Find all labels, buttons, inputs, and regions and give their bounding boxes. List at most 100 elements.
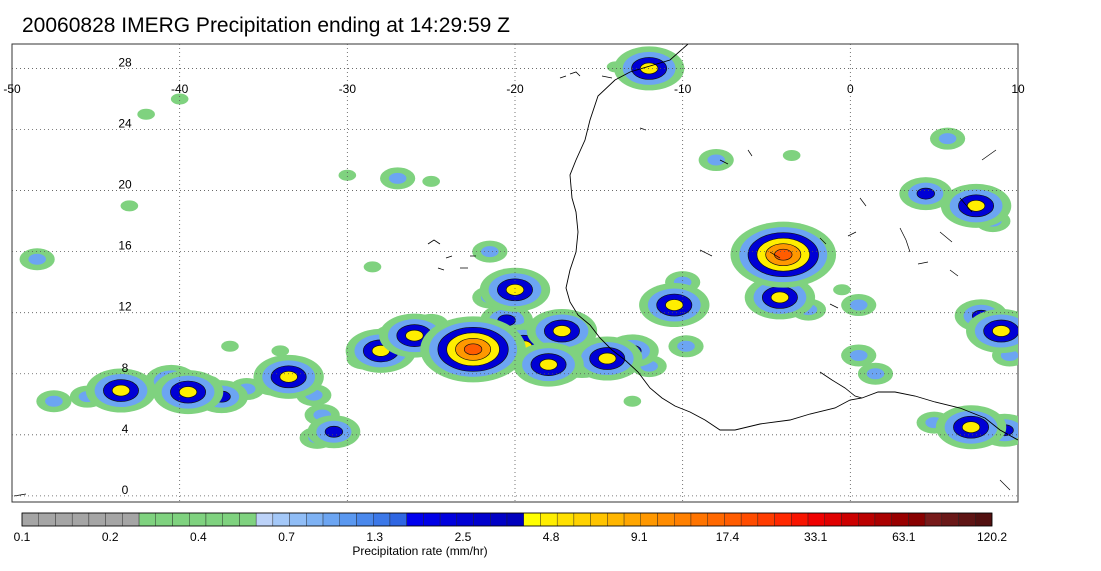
- colorbar-swatch: [490, 512, 508, 527]
- african-coastline: [565, 44, 1018, 441]
- precip-cell: [111, 384, 131, 397]
- colorbar-swatch: [439, 512, 458, 527]
- colorbar-swatch: [807, 512, 825, 527]
- colorbar-swatch: [456, 512, 474, 527]
- colorbar-swatch: [71, 512, 90, 527]
- colorbar-swatch: [105, 512, 123, 527]
- colorbar-swatch: [657, 512, 675, 527]
- niger-delta-coast: [819, 371, 863, 399]
- longitude-tick-label: -20: [506, 82, 524, 96]
- longitude-tick-label: 10: [1011, 82, 1025, 96]
- colorbar-swatch: [740, 512, 759, 527]
- colorbar-swatch: [189, 512, 207, 527]
- precip-cell: [961, 421, 981, 434]
- colorbar-swatch: [205, 512, 223, 527]
- latitude-tick-label: 16: [118, 239, 132, 253]
- precip-cell: [422, 175, 440, 187]
- colorbar-swatch: [373, 512, 391, 527]
- colorbar-swatch: [690, 512, 708, 527]
- colorbar-swatch: [222, 512, 240, 527]
- colorbar-swatch: [607, 512, 625, 527]
- colorbar-swatch: [724, 512, 742, 527]
- precip-cell: [388, 172, 407, 184]
- colorbar-swatch: [406, 512, 424, 527]
- colorbar-swatch: [975, 512, 993, 527]
- precip-cell: [552, 325, 572, 337]
- colorbar-swatch: [356, 512, 374, 527]
- precip-cell: [707, 154, 725, 166]
- latitude-labels: 28 24 20 16 12 8 4 0: [118, 55, 132, 496]
- cape-verde-islands: [427, 239, 476, 271]
- precip-cell: [178, 386, 198, 398]
- colorbar-swatch: [172, 512, 190, 527]
- colorbar-swatch: [155, 512, 173, 527]
- precip-cell: [405, 329, 424, 342]
- precip-cell: [363, 261, 382, 273]
- colorbar-swatch: [38, 512, 56, 527]
- colorbar-swatch: [523, 512, 541, 527]
- colorbar-swatch: [908, 512, 926, 527]
- precip-cell: [992, 325, 1011, 337]
- colorbar-swatch: [573, 512, 591, 527]
- colorbar-swatch: [824, 512, 842, 527]
- colorbar-swatch: [640, 512, 658, 527]
- colorbar-swatch: [774, 512, 792, 527]
- colorbar-tick-label: 0.4: [190, 530, 207, 544]
- colorbar-tick-label: 2.5: [455, 530, 472, 544]
- colorbar-tick-label: 120.2: [977, 530, 1007, 544]
- colorbar-swatch: [389, 512, 407, 527]
- precip-cell: [28, 253, 46, 265]
- colorbar-tick-label: 1.3: [366, 530, 383, 544]
- precip-cell: [774, 248, 793, 261]
- colorbar-swatch: [272, 512, 290, 527]
- precipitation-layer: [19, 46, 1018, 450]
- precip-cell: [271, 345, 290, 357]
- colorbar-swatch: [958, 512, 976, 527]
- colorbar-swatch: [674, 512, 692, 527]
- colorbar-swatch: [322, 512, 340, 527]
- precip-cell: [598, 352, 617, 365]
- colorbar-swatch: [891, 512, 909, 527]
- longitude-tick-label: -10: [674, 82, 692, 96]
- colorbar-tick-label: 63.1: [892, 530, 916, 544]
- colorbar-swatch: [874, 512, 892, 527]
- precip-cell: [481, 246, 499, 258]
- precip-cell: [833, 284, 851, 296]
- colorbar-units-label: Precipitation rate (mm/hr): [352, 544, 487, 558]
- colorbar-frame: [21, 512, 993, 527]
- latitude-tick-label: 20: [118, 178, 132, 192]
- precip-cell: [782, 149, 801, 161]
- longitude-tick-label: -30: [339, 82, 357, 96]
- colorbar-tick-label: 17.4: [716, 530, 740, 544]
- longitude-tick-label: 0: [847, 82, 854, 96]
- longitude-labels: -50 -40 -30 -20 -10 0 10: [3, 82, 1025, 96]
- colorbar-swatch: [255, 512, 274, 527]
- colorbar-swatch: [791, 512, 809, 527]
- map-title: 20060828 IMERG Precipitation ending at 1…: [22, 14, 510, 37]
- precip-cell: [916, 187, 935, 200]
- colorbar-swatch: [339, 512, 357, 527]
- precip-cell: [966, 199, 986, 212]
- longitude-tick-label: -50: [3, 82, 21, 96]
- colorbar-swatch: [289, 512, 307, 527]
- precip-cell: [849, 349, 868, 361]
- colorbar-swatch: [924, 512, 943, 527]
- colorbar-swatch: [506, 512, 524, 527]
- colorbar-swatch: [841, 512, 859, 527]
- colorbar-swatch: [55, 512, 73, 527]
- colorbar-swatch: [941, 512, 959, 527]
- precip-cell: [770, 291, 790, 304]
- colorbar-swatch: [858, 512, 876, 527]
- colorbar-swatch: [239, 512, 257, 527]
- precip-cell: [539, 358, 558, 371]
- colorbar-tick-label: 0.2: [102, 530, 119, 544]
- colorbar-tick-label: 9.1: [631, 530, 648, 544]
- inland-water-features: [13, 149, 1011, 497]
- latitude-tick-label: 0: [122, 483, 129, 497]
- precip-cell: [623, 395, 642, 407]
- colorbar-swatch: [473, 512, 491, 527]
- precip-cell: [45, 395, 63, 407]
- colorbar-swatch: [306, 512, 324, 527]
- precip-cell: [463, 343, 483, 356]
- colorbar-swatch: [757, 512, 775, 527]
